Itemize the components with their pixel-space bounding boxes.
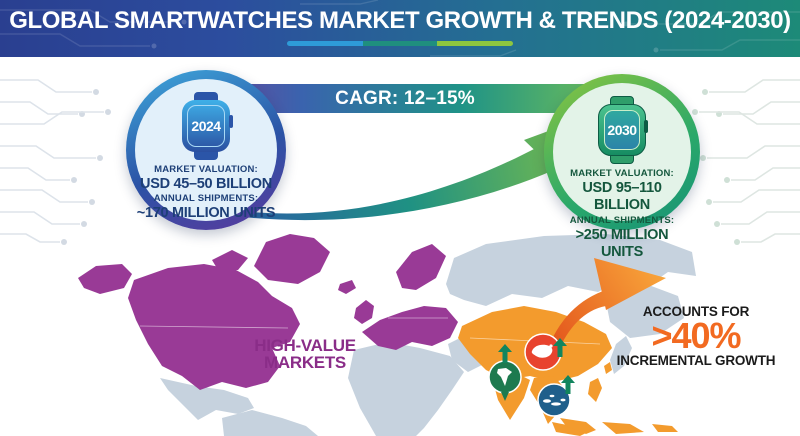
smartwatch-2030-icon: 2030: [596, 96, 648, 164]
map-region-alaska: [78, 264, 132, 294]
map-region-south-america: [222, 410, 318, 436]
circuit-pattern-right: [692, 79, 800, 245]
india-map-marker: [488, 360, 522, 401]
map-region-iceland: [338, 280, 356, 294]
valuation-value-2024: USD 45–50 BILLION: [140, 175, 272, 192]
map-region-scandinavia: [396, 244, 446, 290]
valuation-value-2030: USD 95–110 BILLION: [582, 179, 662, 214]
southeast-asia-marker: [537, 383, 571, 417]
smartwatch-2024-icon: 2024: [180, 92, 233, 160]
shipments-value-2030: >250 MILLION UNITS: [575, 226, 669, 260]
map-region-uk: [354, 300, 374, 324]
incremental-growth-note: ACCOUNTS FOR >40% INCREMENTAL GROWTH: [612, 304, 780, 368]
cagr-label: CAGR: 12–15%: [335, 87, 475, 109]
map-region-greenland: [254, 234, 330, 284]
circuit-pattern-left: [0, 79, 111, 245]
growth-up-arrow-icon-china: [553, 338, 567, 357]
shipments-label-2030: ANNUAL SHIPMENTS:: [569, 214, 675, 226]
map-region-africa: [348, 342, 464, 436]
header-banner: GLOBAL SMARTWATCHES MARKET GROWTH & TREN…: [0, 0, 800, 57]
growth-up-arrow-icon-india: [498, 344, 512, 363]
high-value-markets-label: HIGH-VALUE MARKETS: [254, 336, 356, 373]
map-region-japan: [610, 336, 632, 374]
year-2024-label: 2024: [191, 118, 221, 134]
growth-note-line1: ACCOUNTS FOR: [642, 304, 750, 319]
badge-2024: 2024 MARKET VALUATION: USD 45–50 BILLION…: [126, 70, 286, 230]
badge-2030: 2030 MARKET VALUATION: USD 95–110 BILLIO…: [544, 74, 700, 260]
map-region-russia: [446, 234, 696, 306]
shipments-value-2024: ~170 MILLION UNITS: [136, 205, 276, 222]
title-underline: [287, 41, 513, 46]
valuation-label-2030: MARKET VALUATION:: [570, 168, 674, 179]
shipments-label-2024: ANNUAL SHIPMENTS:: [153, 193, 259, 205]
map-region-indonesia-3: [602, 422, 644, 434]
page-title: GLOBAL SMARTWATCHES MARKET GROWTH & TREN…: [9, 7, 791, 34]
map-region-indonesia-4: [652, 424, 678, 432]
map-region-philippines: [588, 378, 602, 402]
map-region-mexico-central-america: [160, 378, 254, 420]
map-region-taiwan: [604, 362, 612, 374]
valuation-label-2024: MARKET VALUATION:: [154, 164, 258, 175]
map-region-indonesia-1: [552, 422, 588, 436]
year-2030-label: 2030: [607, 122, 637, 138]
header-circuit-pattern: [0, 0, 800, 57]
map-region-indonesia-2: [560, 418, 596, 434]
map-region-arctic-islands: [212, 250, 248, 270]
growth-note-line2: INCREMENTAL GROWTH: [616, 353, 776, 369]
growth-up-arrow-icon-sea: [561, 375, 575, 394]
growth-note-value: >40%: [651, 315, 741, 356]
map-region-europe: [362, 306, 458, 350]
